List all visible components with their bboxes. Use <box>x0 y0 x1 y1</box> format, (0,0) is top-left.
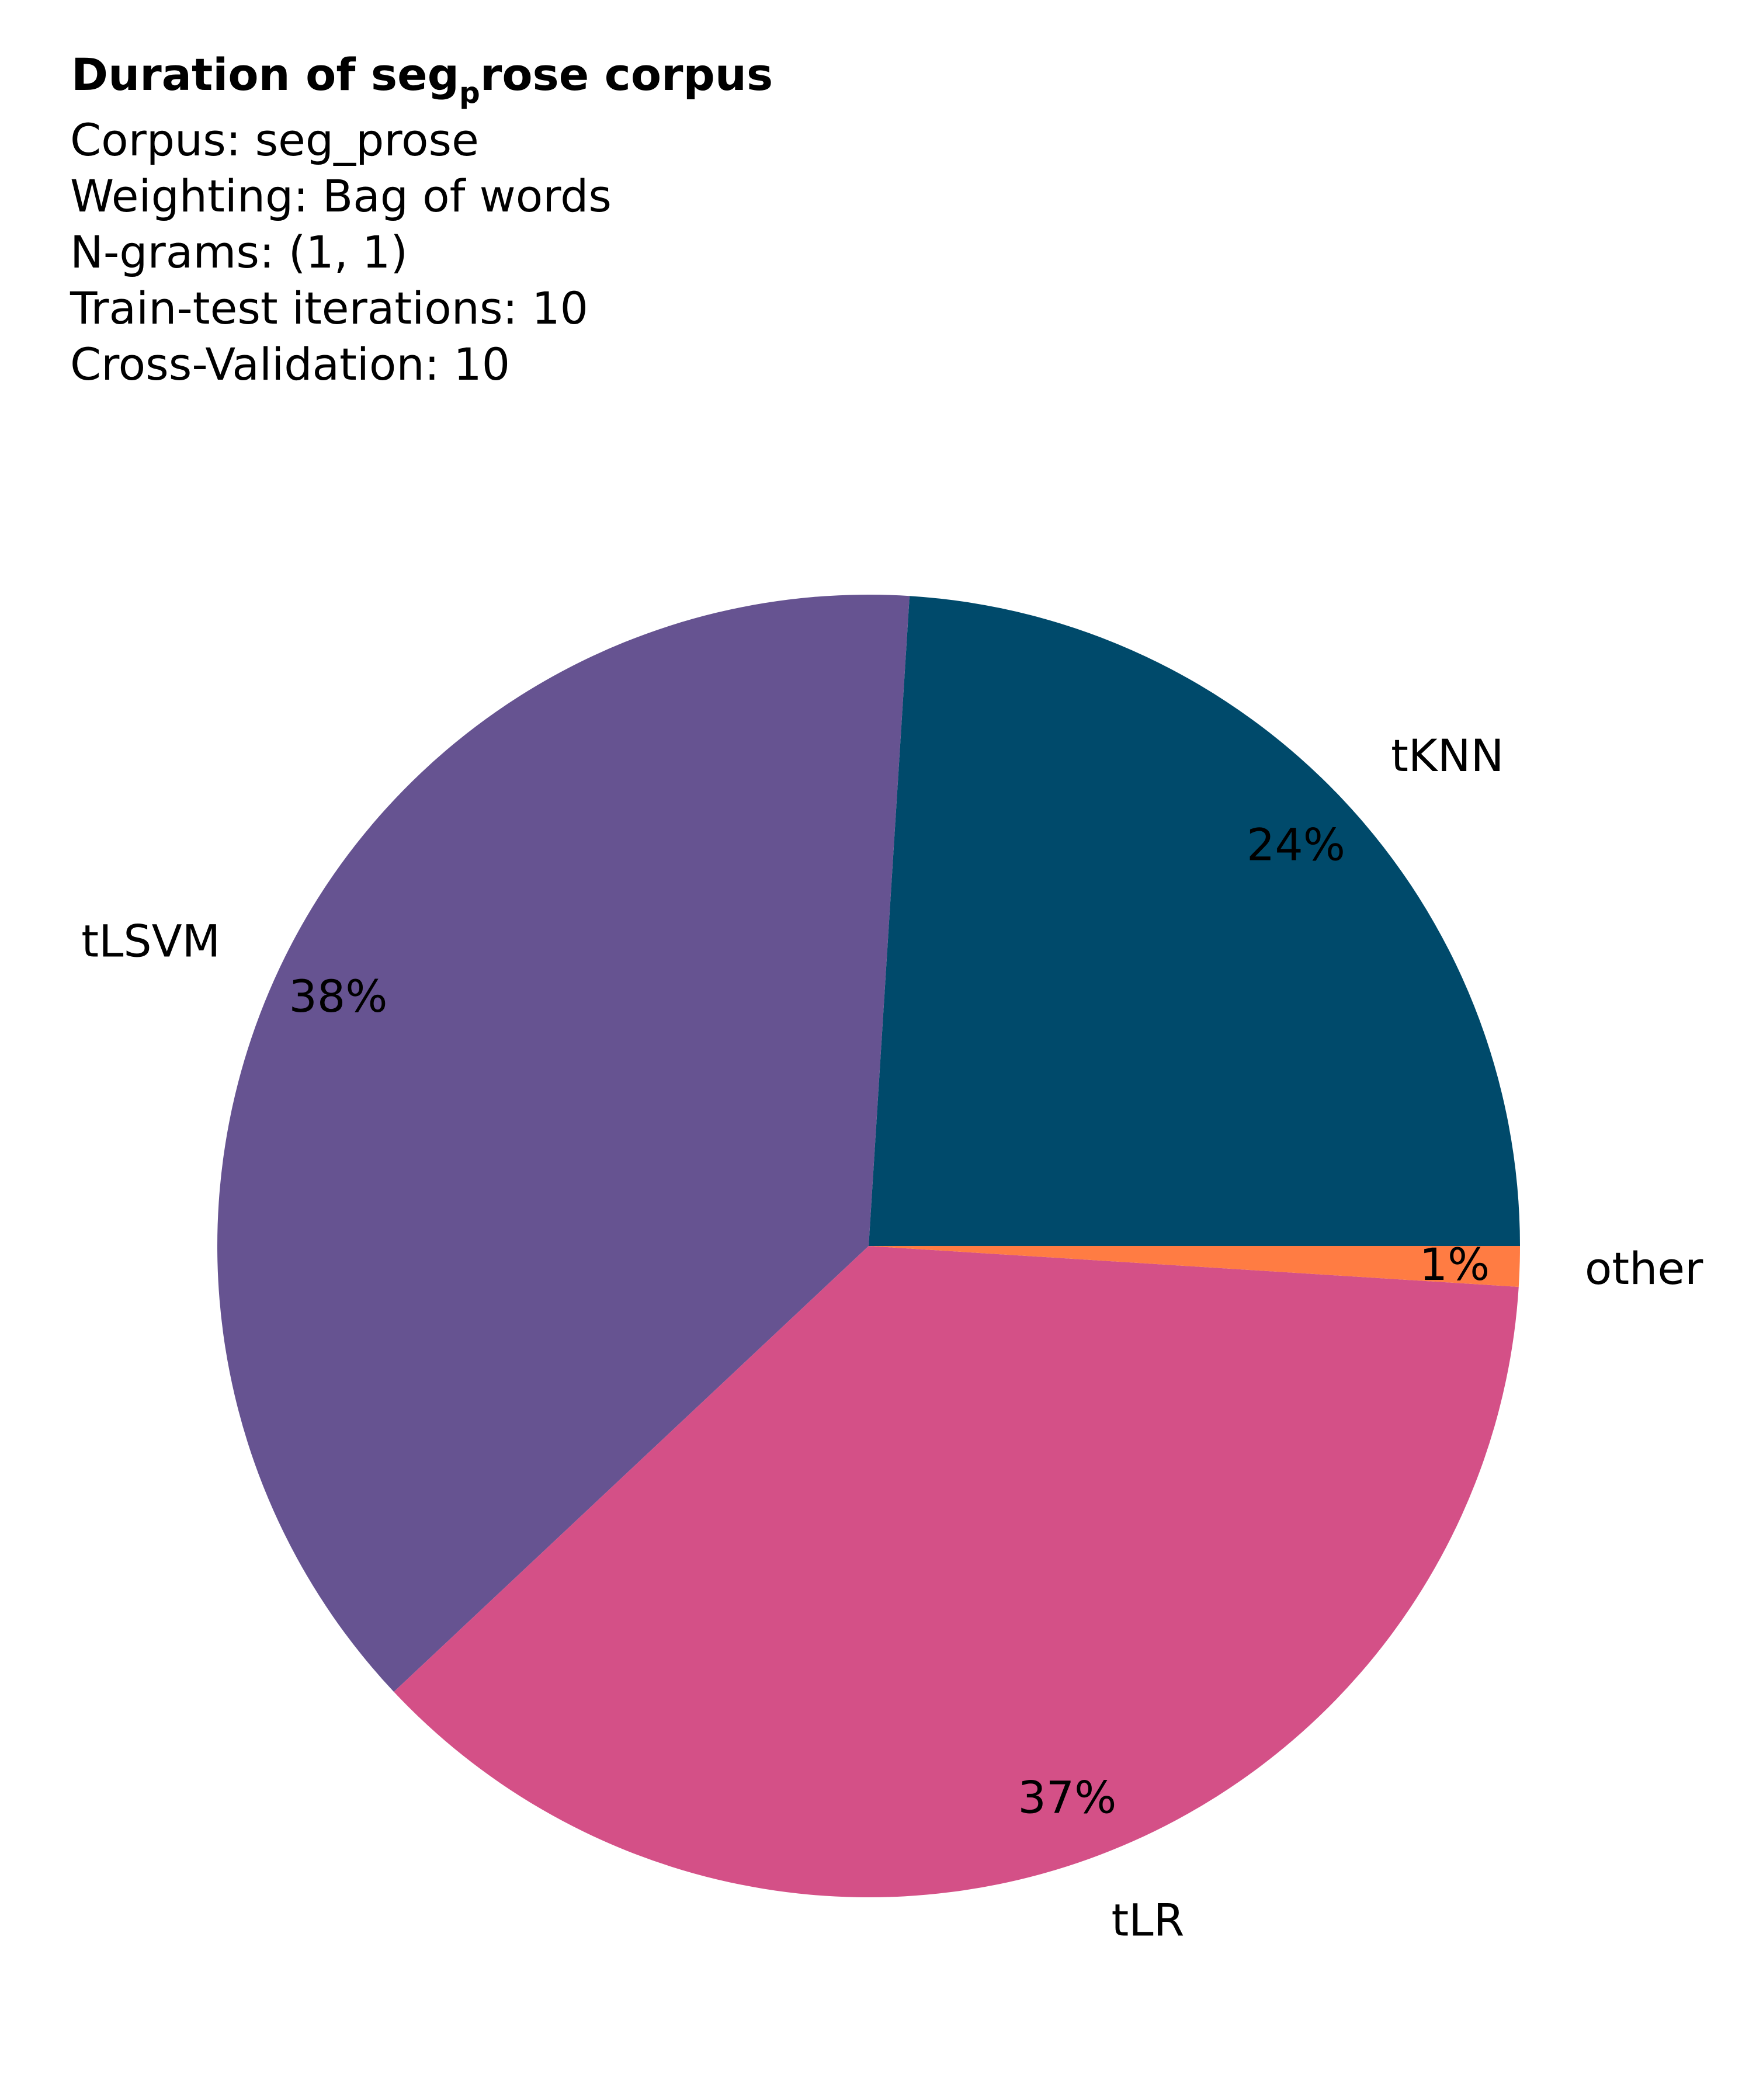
pie-slice-tlr <box>394 1246 1519 1897</box>
slice-percent-other: 1% <box>1420 1238 1490 1290</box>
chart-info: Corpus: seg_prose Weighting: Bag of word… <box>70 114 612 390</box>
info-line-corpus: Corpus: seg_prose <box>70 114 479 166</box>
slice-percent-tlsvm: 38% <box>289 970 388 1022</box>
info-line-cross-validation: Cross-Validation: 10 <box>70 338 510 390</box>
pie-slice-other <box>869 1246 1520 1287</box>
svg-text:Duration of segprose corpus: Duration of segprose corpus <box>71 48 773 110</box>
chart-title-prefix: Duration of seg <box>71 48 459 100</box>
slice-percent-tknn: 24% <box>1247 819 1345 871</box>
slice-label-other: other <box>1585 1242 1703 1294</box>
chart-title-subscript: p <box>459 76 480 110</box>
chart-title-suffix: rose corpus <box>480 48 773 100</box>
slice-label-tlsvm: tLSVM <box>81 915 220 967</box>
chart-title: Duration of segprose corpus <box>71 48 773 110</box>
slice-percent-tlr: 37% <box>1018 1772 1116 1824</box>
pie-labels: tKNN 24% tLSVM 38% tLR 37% other 1% <box>81 730 1703 1946</box>
info-line-ngrams: N-grams: (1, 1) <box>70 226 408 278</box>
info-line-iterations: Train-test iterations: 10 <box>70 282 588 334</box>
pie-slice-tknn <box>869 596 1520 1246</box>
pie-slices <box>217 595 1520 1897</box>
info-line-weighting: Weighting: Bag of words <box>70 170 612 222</box>
slice-label-tknn: tKNN <box>1391 730 1504 782</box>
slice-label-tlr: tLR <box>1111 1894 1184 1946</box>
pie-slice-tlsvm <box>217 595 910 1692</box>
